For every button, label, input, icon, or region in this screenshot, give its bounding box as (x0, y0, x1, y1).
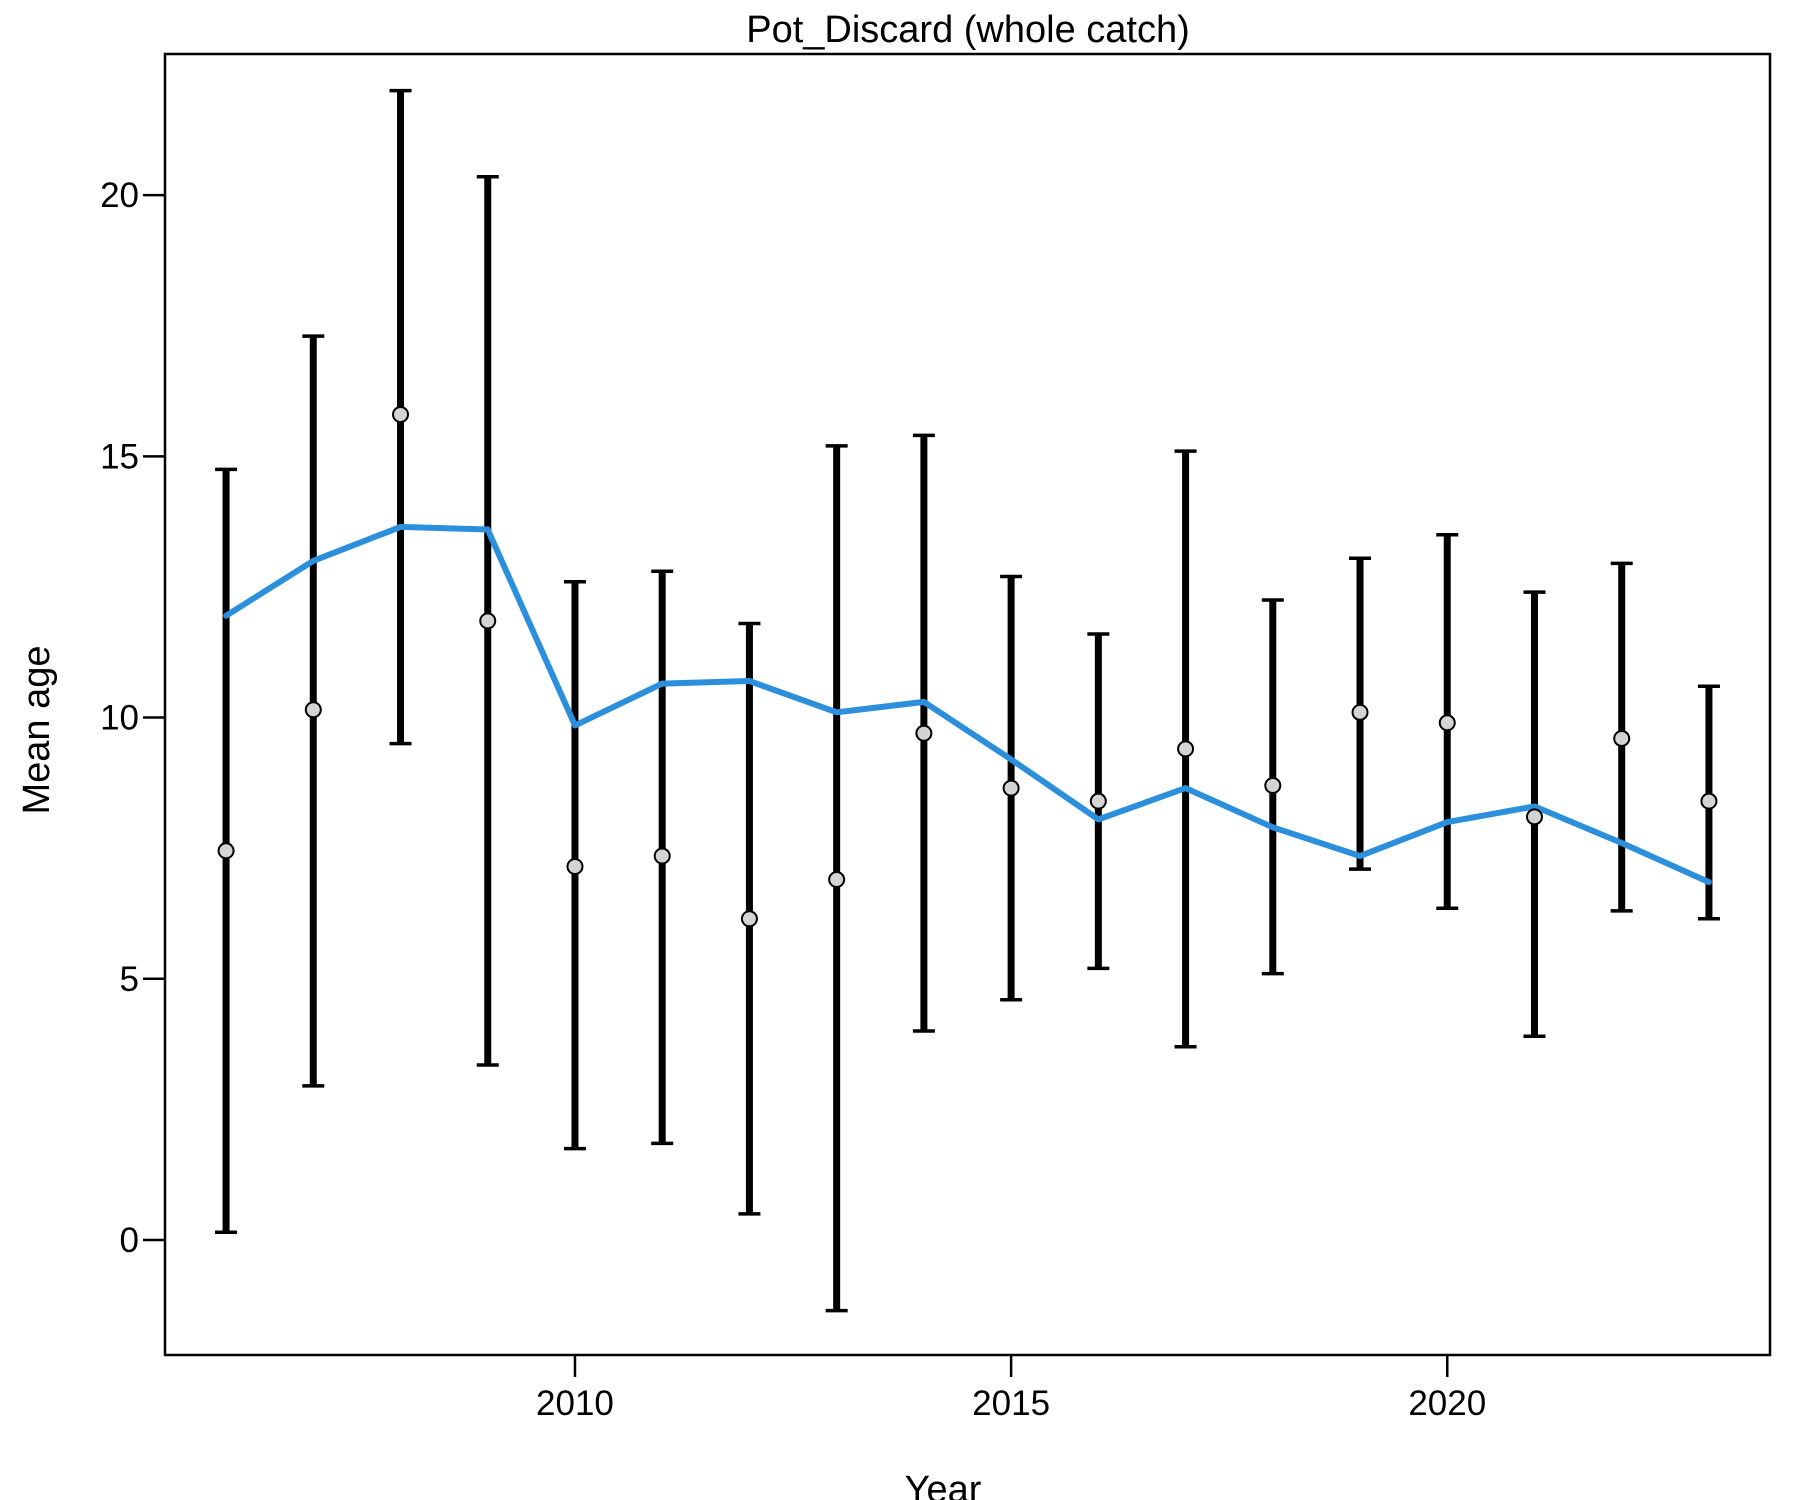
observed-point-2009 (479, 612, 497, 630)
observed-point-2007 (304, 701, 322, 719)
observed-point-2008 (392, 406, 410, 424)
y-axis-label: Mean age (16, 645, 58, 814)
observed-point-2023 (1700, 792, 1718, 810)
observed-point-2016 (1089, 792, 1107, 810)
x-axis-label: Year (905, 1469, 982, 1500)
observed-point-2012 (740, 910, 758, 928)
observed-point-2019 (1351, 703, 1369, 721)
observed-point-2018 (1264, 776, 1282, 794)
y-tick-label-15: 15 (100, 437, 139, 476)
plot-frame (163, 52, 1772, 1357)
observed-point-2011 (653, 847, 671, 865)
observed-point-2010 (566, 857, 584, 875)
x-tick-label-2010: 2010 (536, 1384, 614, 1423)
y-tick-label-0: 0 (120, 1221, 139, 1260)
chart-title: Pot_Discard (whole catch) (746, 9, 1190, 51)
observed-point-2017 (1177, 740, 1195, 758)
y-tick-label-20: 20 (100, 176, 139, 215)
observed-point-2022 (1613, 729, 1631, 747)
y-axis: 0 5 10 15 20 (100, 176, 165, 1260)
x-tick-label-2020: 2020 (1408, 1384, 1486, 1423)
observed-point-2021 (1525, 808, 1543, 826)
x-tick-label-2015: 2015 (972, 1384, 1050, 1423)
x-axis: 2010 2015 2020 (536, 1355, 1486, 1423)
observed-point-2014 (915, 724, 933, 742)
observed-point-2006 (217, 842, 235, 860)
observed-mean-age-points (217, 406, 1718, 928)
observed-point-2020 (1438, 714, 1456, 732)
error-bars (215, 88, 1720, 1313)
y-tick-label-5: 5 (120, 960, 139, 999)
expected-line-path (223, 523, 1712, 886)
expected-mean-age-line (223, 523, 1712, 886)
observed-point-2015 (1002, 779, 1020, 797)
observed-point-2013 (828, 871, 846, 889)
y-tick-label-10: 10 (100, 699, 139, 738)
